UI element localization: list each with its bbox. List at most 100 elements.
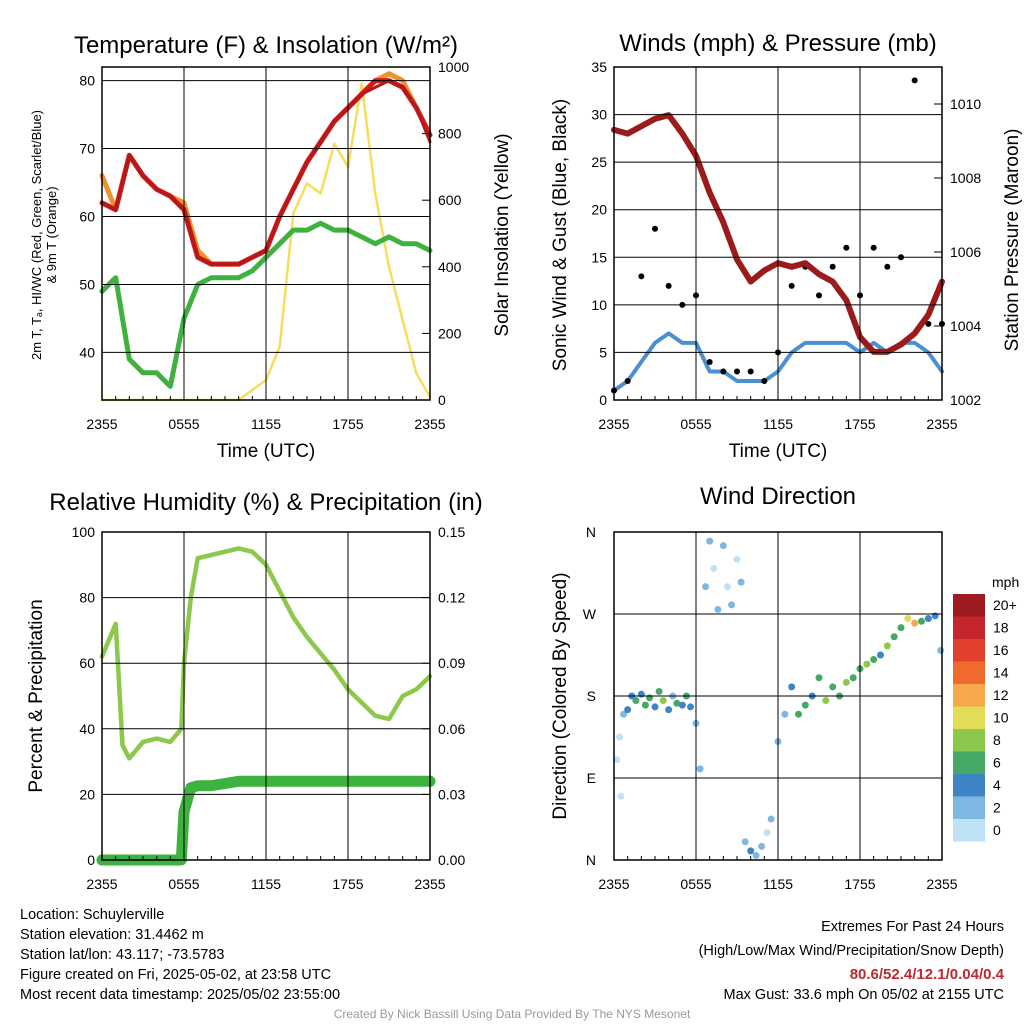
wind-direction-point [863,660,871,668]
wind-direction-point [659,697,667,705]
station-info: Location: Schuylerville Station elevatio… [20,905,340,1005]
wind-direction-point [741,838,749,846]
wind-direction-point [924,615,932,623]
y2-tick-label: 0 [438,392,446,408]
humidity-y-axis-label: Percent & Precipitation [26,599,47,792]
wind-direction-point [632,697,640,705]
humidity-tick-labels: 2355 0555 1155 1755 2355 0 20 40 60 80 100 0.00 0.03… [72,524,466,892]
temperature-plot-frame [101,66,431,401]
wind-direction-point [883,642,891,650]
wind-direction-point [714,605,722,613]
x-tick-label: 2355 [598,416,629,432]
y-tick-label: W [583,606,597,622]
y-tick-label: 40 [79,721,95,737]
wind-direction-point [733,555,741,563]
wind-direction-point [815,674,823,682]
wind-direction-plot-frame [613,531,943,861]
wind-direction-point [763,829,771,837]
wind-gust-point [925,320,932,327]
wind-gust-point [665,282,672,289]
wind-direction-point [904,615,912,623]
legend-swatch [953,729,985,752]
legend-swatch [953,661,985,684]
wind-direction-point [613,756,621,764]
x-tick-label: 1755 [332,876,363,892]
wind-direction-point [788,683,796,691]
legend-label: 6 [993,755,1001,771]
y-tick-label: E [587,770,596,786]
wind-direction-chart-title: Wind Direction [700,483,856,510]
wind-direction-point [877,651,884,659]
wind-direction-point [678,701,686,709]
legend-label: 16 [993,642,1009,658]
wind-direction-point [767,815,775,823]
relative-humidity-series-line [99,546,433,761]
y2-tick-label: 0.09 [438,655,465,671]
y2-tick-label: 0.15 [438,524,465,540]
credit-line: Created By Nick Bassill Using Data Provi… [333,1007,691,1021]
insolation-y-axis-label: Solar Insolation (Yellow) [492,133,513,336]
wind-direction-point [641,701,649,709]
legend-swatch [953,594,985,617]
wind-gust-point [761,377,768,384]
wind-direction-point [696,765,704,773]
x-tick-label: 0555 [680,416,711,432]
temperature-x-axis-label: Time (UTC) [217,441,316,462]
wind-direction-point [702,583,710,591]
x-tick-label: 1755 [844,876,875,892]
legend-swatch [953,819,985,842]
temperature-y-axis-label-line2: & 9m T (Orange) [44,186,59,283]
y-tick-label: N [586,524,596,540]
y-tick-label: 25 [591,154,607,170]
wind-direction-point [890,633,898,641]
y2-tick-label: 200 [438,325,462,341]
y-tick-label: 100 [72,524,96,540]
x-tick-label: 1155 [763,876,793,892]
wind-direction-point [801,701,809,709]
max-gust: Max Gust: 33.6 mph On 05/02 at 2155 UTC [723,987,1004,1003]
wind-gust-point [788,282,795,289]
wind-gust-point [734,368,740,375]
legend-label: 12 [993,687,1009,703]
wind-direction-point [728,601,736,609]
wind-gust-point [829,263,836,270]
wind-direction-point [829,683,837,691]
y-tick-label: 10 [591,297,607,313]
temperature-chart-title: Temperature (F) & Insolation (W/m²) [74,32,458,59]
wind-gust-point [884,263,891,270]
wind-direction-grid [613,531,943,861]
legend-swatch [953,639,985,662]
y-tick-label: 20 [591,202,607,218]
x-tick-label: 1755 [332,416,363,432]
y2-tick-label: 0.12 [438,590,465,606]
wind-direction-point [687,703,695,711]
pressure-y-axis-label: Station Pressure (Maroon) [1002,129,1023,352]
y2-tick-label: 1010 [950,96,981,112]
y-tick-label: 35 [591,59,607,75]
y-tick-label: 15 [591,249,607,265]
extremes-legend: (High/Low/Max Wind/Precipitation/Snow De… [698,943,1004,959]
x-tick-label: 0555 [680,876,711,892]
wind-direction-point [723,583,731,591]
legend-label: 2 [993,800,1001,816]
wind-direction-point [624,706,632,714]
wind-gust-point [720,368,727,375]
wind-speed-color-legend: mph 20+ 18 16 14 12 10 8 6 4 2 0 [953,574,1019,842]
y-tick-label: S [587,688,596,704]
recent-timestamp: Most recent data timestamp: 2025/05/02 2… [20,987,341,1003]
station-location: Location: Schuylerville [20,907,165,923]
y2-tick-label: 400 [438,259,462,275]
wind-gust-point [747,368,754,375]
y-tick-label: 40 [79,344,95,360]
wind-direction-point [673,699,681,707]
winds-plot-frame [613,66,943,401]
wind-gust-point [870,244,877,251]
y2-tick-label: 0.03 [438,786,465,802]
legend-label: 10 [993,710,1009,726]
x-tick-label: 1155 [251,876,281,892]
y-tick-label: 50 [79,276,95,292]
x-tick-label: 0555 [168,876,199,892]
wind-gust-point [624,377,631,384]
